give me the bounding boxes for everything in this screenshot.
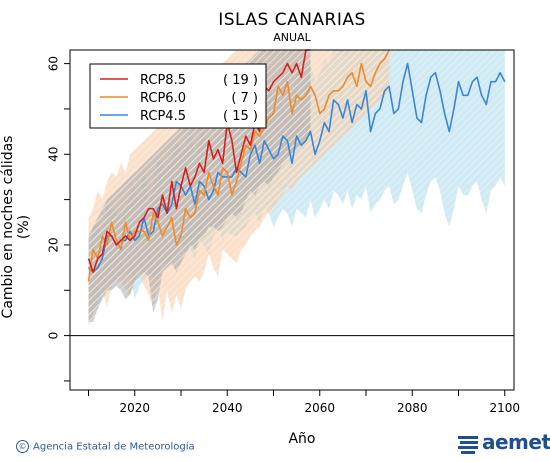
chart-subtitle: ANUAL <box>273 31 311 44</box>
y-axis-label: Cambio en noches cálidas (%) <box>0 135 32 319</box>
x-tick-label-2060: 2060 <box>304 401 335 415</box>
legend-label-rcp85: RCP8.5 <box>140 73 186 88</box>
plot-frame <box>69 49 515 391</box>
y-tick-label-0: 0 <box>47 332 61 340</box>
x-tick-label-2100: 2100 <box>489 401 520 415</box>
series-line-rcp85 <box>87 49 311 273</box>
x-axis-label: Año <box>288 431 316 447</box>
x-tick-label-2080: 2080 <box>397 401 428 415</box>
legend-label-rcp60: RCP6.0 <box>140 91 186 106</box>
legend-count-rcp85: ( 19 ) <box>223 73 258 88</box>
x-tick-label-2040: 2040 <box>212 401 243 415</box>
legend-count-rcp60: ( 7 ) <box>231 91 258 106</box>
x-tick-label-2020: 2020 <box>119 401 150 415</box>
aemet-logo-icon <box>458 436 478 454</box>
series-line-rcp60 <box>87 49 390 282</box>
legend-label-rcp45: RCP4.5 <box>140 109 186 124</box>
copyright-icon: © <box>16 440 29 453</box>
legend: RCP8.5 ( 19 ) RCP6.0 ( 7 ) RCP4.5 ( 15 ) <box>89 63 267 129</box>
chart-title: ISLAS CANARIAS <box>218 10 366 30</box>
aemet-logo-text: aemet <box>482 430 550 454</box>
y-tick-label-20: 20 <box>47 237 61 252</box>
series-line-rcp45 <box>87 62 506 273</box>
legend-box <box>89 63 267 129</box>
y-tick-label-60: 60 <box>47 56 61 71</box>
credit-label: Agencia Estatal de Meteorología <box>33 441 195 453</box>
credit-text: © Agencia Estatal de Meteorología <box>16 440 195 453</box>
legend-count-rcp45: ( 15 ) <box>223 109 258 124</box>
series-lines <box>87 49 506 282</box>
y-tick-label-40: 40 <box>47 147 61 162</box>
